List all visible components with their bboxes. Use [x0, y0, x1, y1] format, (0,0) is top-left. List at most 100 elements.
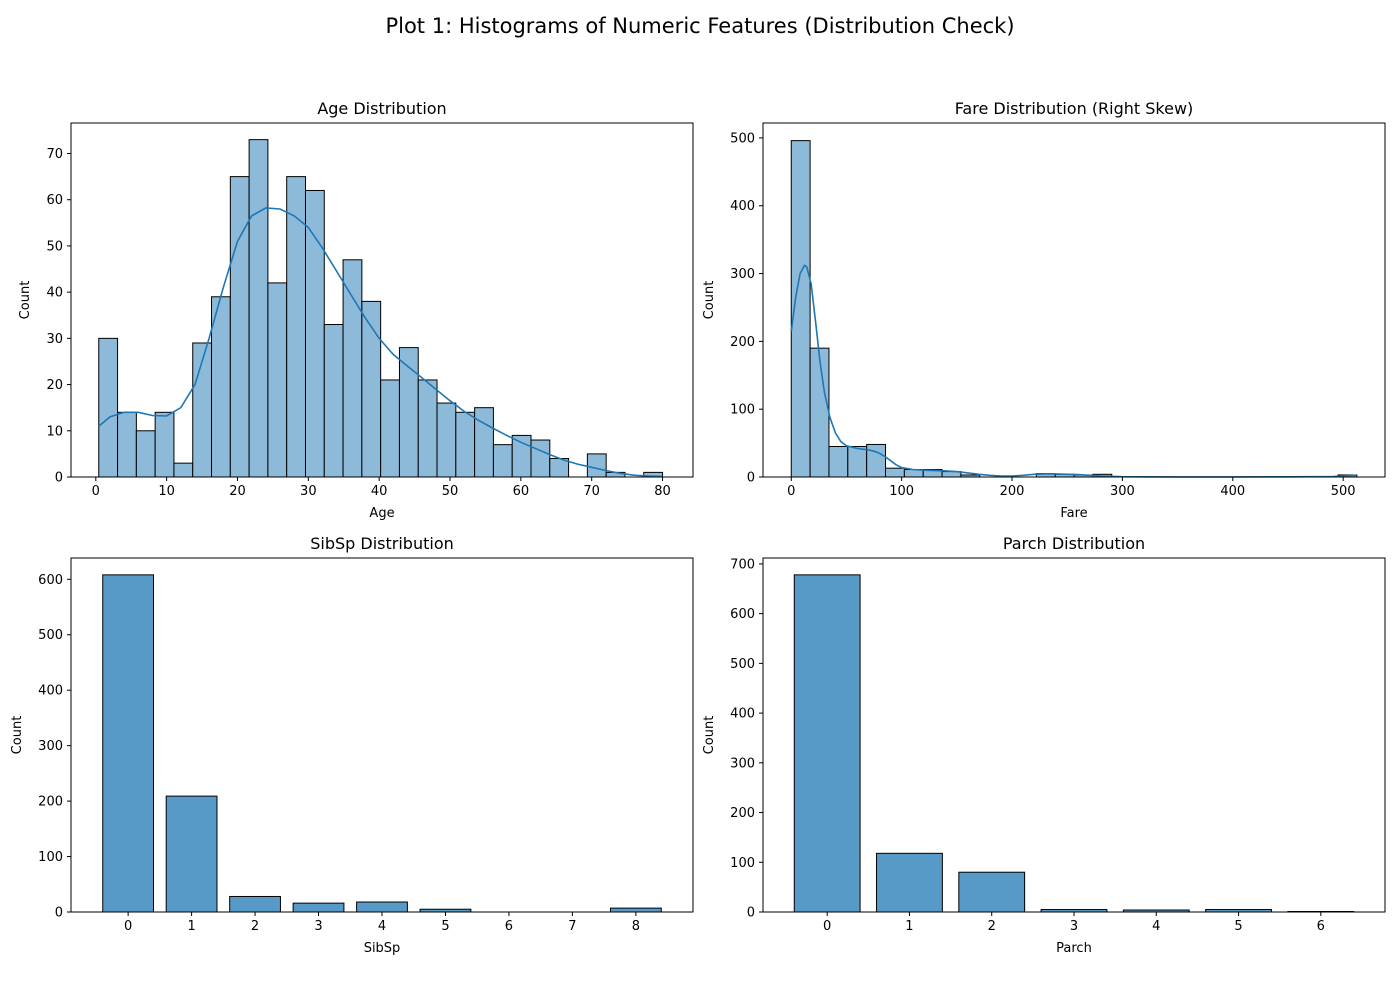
y-tick-label: 30: [46, 332, 63, 347]
y-tick-label: 200: [38, 795, 63, 810]
y-tick-label: 0: [747, 471, 755, 486]
y-tick-label: 100: [730, 856, 755, 871]
chart-title: Age Distribution: [317, 99, 446, 118]
chart-age-distribution: Age Distribution 0 10 20 30 40 50 60 70 80 Age 0 10 2…: [18, 99, 694, 521]
x-tick-label: 3: [1070, 919, 1078, 934]
histogram-bar: [474, 407, 494, 478]
y-tick-label: 500: [38, 628, 63, 643]
histogram-bar: [417, 379, 438, 478]
count-bar: [356, 901, 408, 913]
y-tick-label: 400: [38, 684, 63, 699]
y-tick-label: 600: [38, 573, 63, 588]
x-tick-label: 100: [889, 484, 914, 499]
chart-fare-distribution: Fare Distribution (Right Skew) 0 100 200 300…: [702, 99, 1386, 521]
histogram-bar: [286, 176, 306, 478]
x-axis-label: Age: [369, 506, 394, 521]
histogram-bar: [323, 323, 344, 478]
y-tick-label: 50: [46, 239, 63, 254]
x-tick-label: 30: [300, 484, 317, 499]
y-tick-label: 0: [747, 906, 755, 921]
y-tick-label: 0: [55, 906, 63, 921]
x-tick-label: 2: [988, 919, 996, 934]
axes-frame: [762, 122, 1386, 478]
x-tick-label: 5: [1234, 919, 1242, 934]
chart-sibsp-distribution: SibSp Distribution 0 1 2 3 4 5 6 7 8 SibSp 0 100 200 3…: [10, 534, 694, 956]
chart-title: Parch Distribution: [1003, 534, 1145, 553]
histogram-bar: [492, 444, 513, 478]
x-tick-label: 4: [378, 919, 386, 934]
histogram-bar: [154, 411, 175, 478]
histogram-bar: [436, 402, 457, 478]
x-tick-label: 2: [251, 919, 259, 934]
y-tick-label: 100: [730, 403, 755, 418]
y-tick-label: 700: [730, 557, 755, 572]
x-tick-label: 40: [371, 484, 388, 499]
chart-parch-distribution: Parch Distribution 0 1 2 3 4 5 6 Parch 0 100 200 300…: [702, 534, 1386, 956]
x-tick-label: 50: [442, 484, 459, 499]
x-axis: 0 1 2 3 4 5 6 Parch: [823, 912, 1325, 956]
y-tick-label: 300: [38, 739, 63, 754]
y-axis-label: Count: [702, 281, 717, 320]
count-bar: [876, 852, 943, 913]
x-tick-label: 400: [1220, 484, 1245, 499]
y-tick-label: 60: [46, 193, 63, 208]
y-tick-label: 400: [730, 199, 755, 214]
y-axis-label: Count: [702, 716, 717, 755]
count-bar: [609, 907, 662, 913]
x-axis: 0 1 2 3 4 5 6 7 8 SibSp: [124, 912, 640, 956]
histogram-bar: [847, 445, 868, 478]
x-tick-label: 5: [441, 919, 449, 934]
x-tick-label: 0: [787, 484, 795, 499]
count-bar: [292, 902, 345, 913]
histogram-bar: [211, 296, 231, 478]
y-axis: 0 100 200 300 400 500 600 Count: [10, 573, 71, 921]
count-bar: [958, 871, 1026, 913]
x-tick-label: 60: [513, 484, 530, 499]
x-tick-label: 20: [229, 484, 246, 499]
x-tick-label: 80: [654, 484, 671, 499]
histogram-bar: [173, 462, 194, 478]
y-tick-label: 10: [46, 424, 63, 439]
x-axis-label: SibSp: [364, 941, 401, 956]
axes-frame: [70, 122, 694, 478]
bars: [790, 140, 1358, 478]
y-tick-label: 300: [730, 267, 755, 282]
y-axis-label: Count: [10, 716, 25, 755]
histogram-bar: [809, 347, 830, 478]
kde-line: [98, 207, 663, 478]
y-axis: 0 100 200 300 400 500 600 700 Count: [702, 557, 763, 921]
histogram-bar: [511, 434, 532, 478]
x-axis-label: Fare: [1060, 506, 1087, 521]
histogram-bar: [380, 379, 400, 478]
y-tick-label: 100: [38, 850, 63, 865]
x-tick-label: 6: [1317, 919, 1325, 934]
y-tick-label: 20: [46, 378, 63, 393]
histogram-bar: [586, 453, 607, 478]
histogram-bar: [267, 282, 288, 478]
histogram-bar: [304, 189, 325, 478]
count-bar: [229, 895, 281, 913]
x-tick-label: 0: [124, 919, 132, 934]
histogram-bar: [885, 467, 905, 478]
y-axis: 0 100 200 300 400 500 Count: [702, 131, 763, 486]
x-tick-label: 1: [187, 919, 195, 934]
y-axis-label: Count: [18, 281, 33, 320]
y-tick-label: 40: [46, 286, 63, 301]
kde-line: [790, 264, 1357, 478]
histogram-bar: [135, 430, 156, 478]
histogram-bar: [248, 139, 269, 478]
chart-title: SibSp Distribution: [310, 534, 454, 553]
y-tick-label: 400: [730, 707, 755, 722]
x-tick-label: 0: [92, 484, 100, 499]
x-axis-label: Parch: [1056, 941, 1092, 956]
histogram-bar: [229, 176, 250, 478]
y-tick-label: 600: [730, 607, 755, 622]
x-tick-label: 300: [1110, 484, 1135, 499]
bars: [102, 574, 662, 913]
x-tick-label: 70: [583, 484, 600, 499]
x-tick-label: 4: [1152, 919, 1160, 934]
histogram-bar: [530, 439, 551, 478]
x-tick-label: 0: [823, 919, 831, 934]
x-tick-label: 10: [158, 484, 175, 499]
